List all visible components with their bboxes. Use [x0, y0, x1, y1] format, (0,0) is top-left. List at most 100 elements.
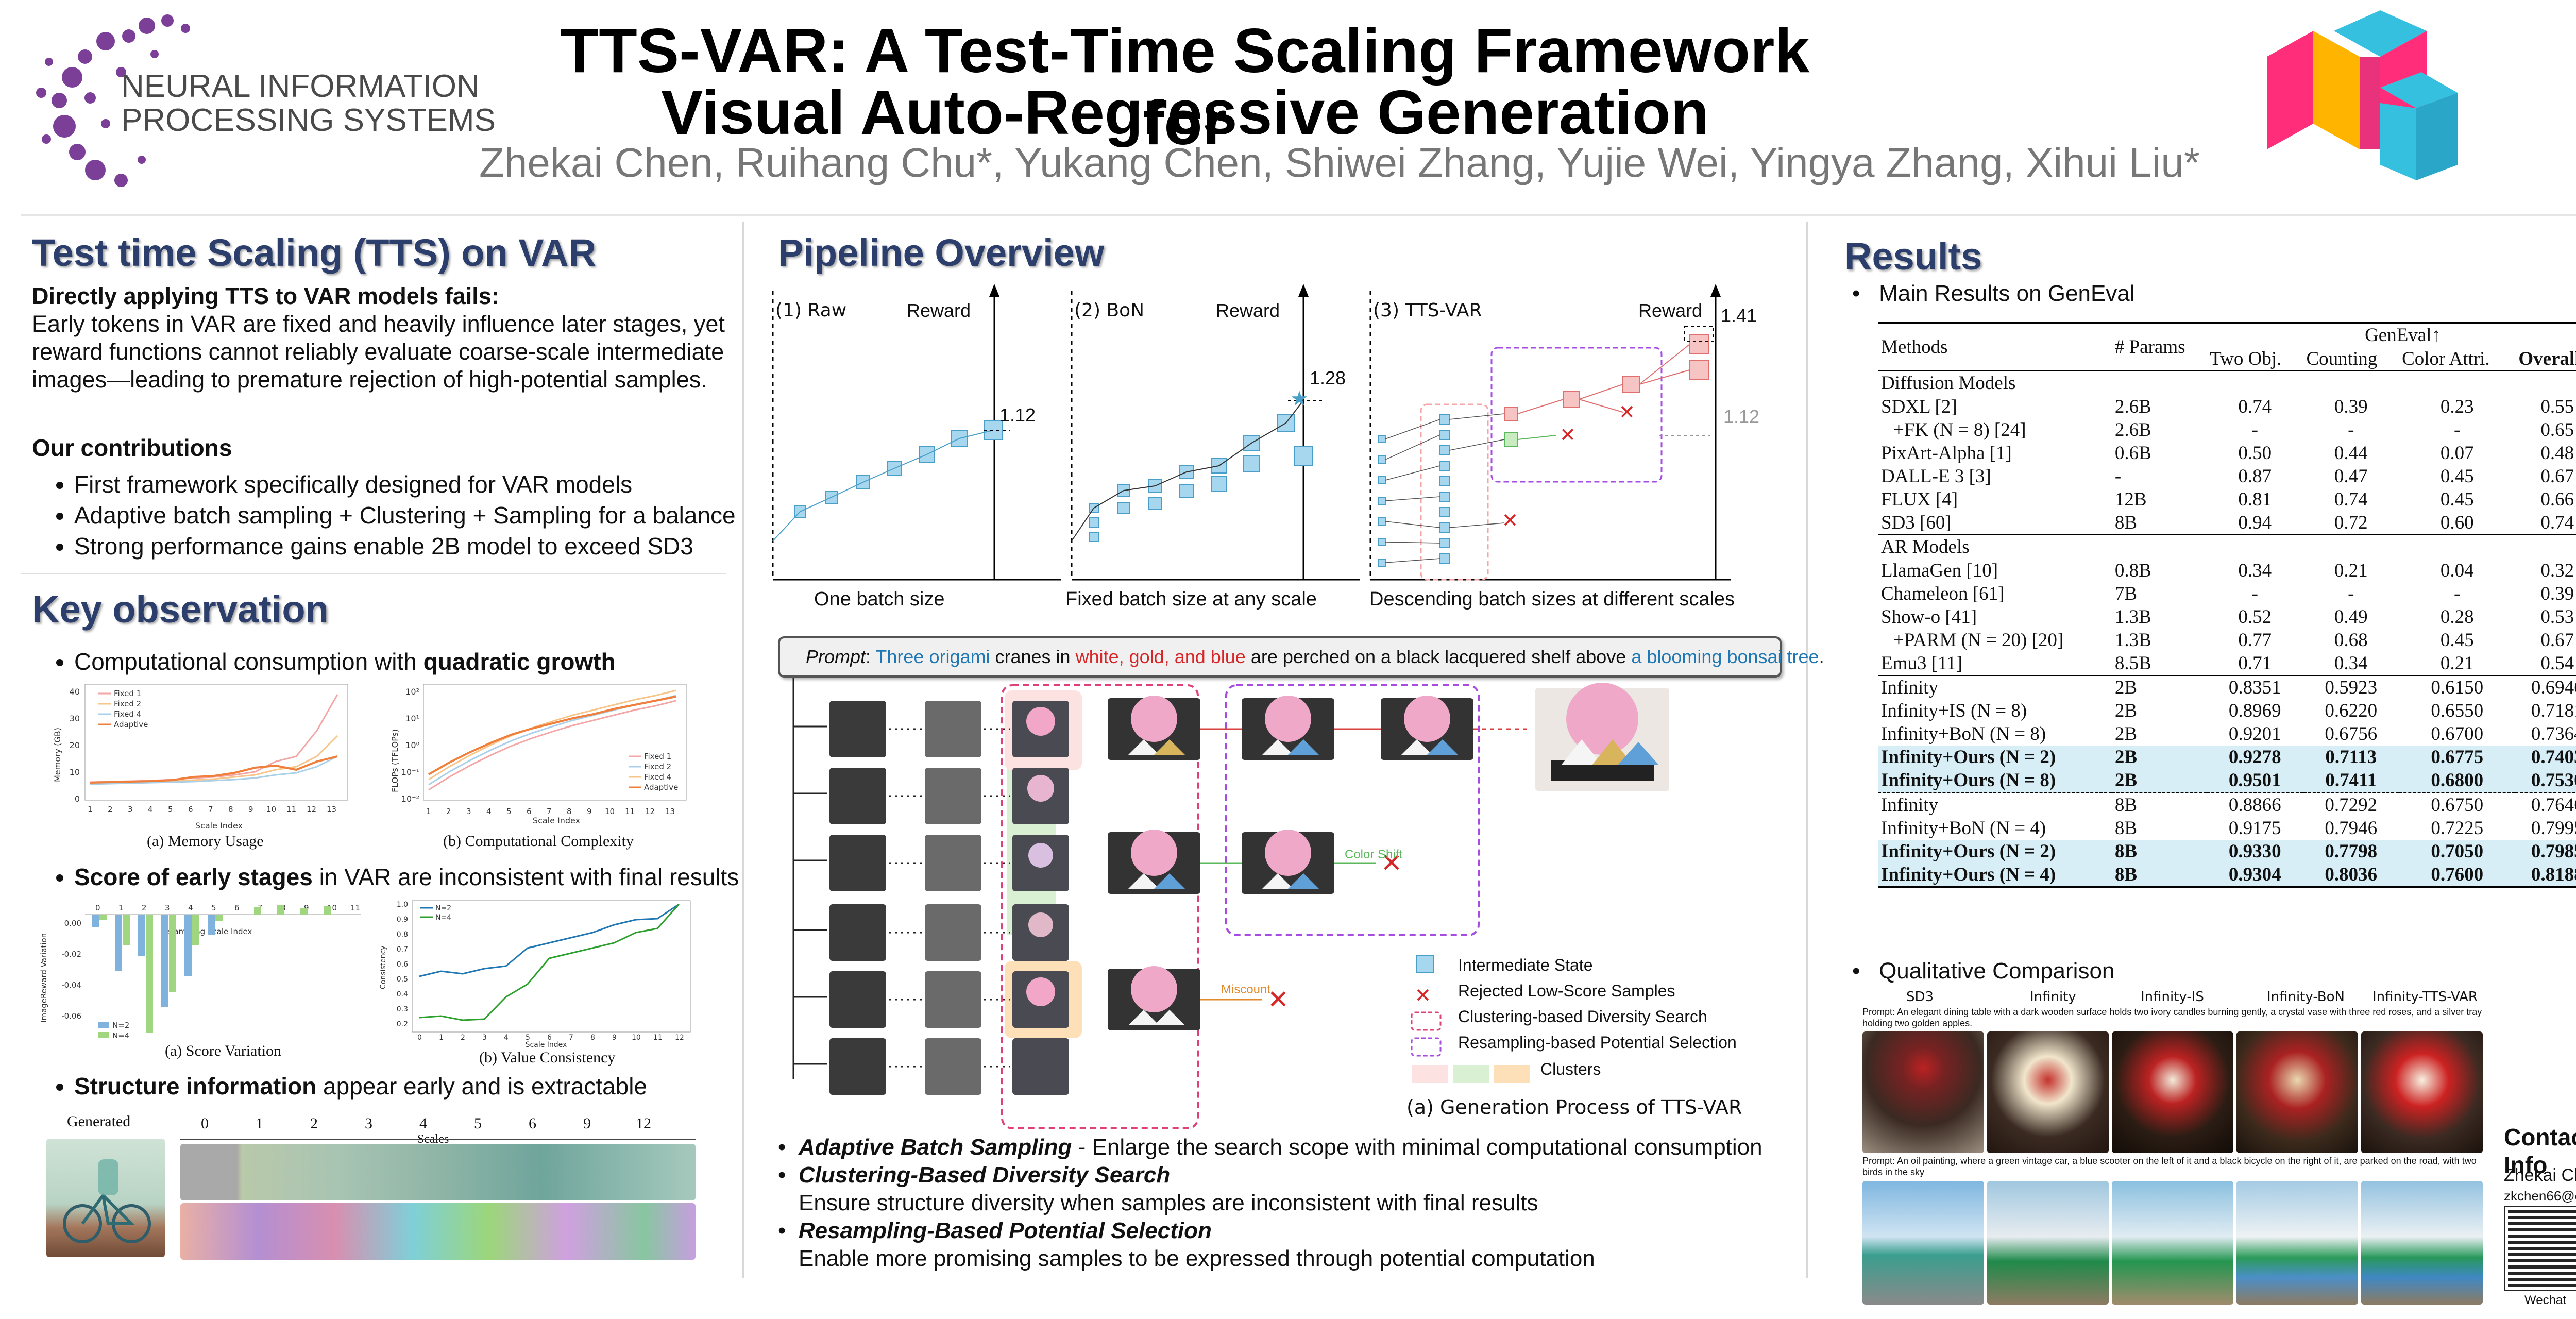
table-row: Chameleon [61] 7B - - - 0.39: [1878, 582, 2576, 605]
panel1-reward: Reward: [907, 300, 971, 321]
qual-prompt-2: Prompt: An oil painting, where a green v…: [1862, 1156, 2477, 1177]
score-variation-chart: ImageReward Variation 0.00 -0.02 -0.04 -…: [36, 899, 366, 1069]
observation-1: Computational consumption with quadratic…: [32, 647, 780, 678]
consistency-ytick: 0.9: [397, 916, 408, 924]
legend-rejected: Rejected Low-Score Samples: [1458, 982, 1675, 1000]
prompt-part: are perched on a black lacquered shelf a…: [1245, 646, 1632, 667]
table-row: SD3 [60] 8B 0.94 0.72 0.60 0.74: [1878, 511, 2576, 535]
table-row: Infinity 2B 0.8351 0.5923 0.6150 0.6946: [1878, 675, 2576, 699]
table-cell: 0.74: [2540, 512, 2574, 533]
memory-xtick: 3: [128, 805, 133, 814]
table-cell: 0.7050: [2431, 841, 2484, 862]
panel3-label: (3) TTS-VAR: [1373, 300, 1482, 321]
results-bullet-1: • Main Results on GenEval: [1852, 281, 2135, 306]
table-cell: 0.50: [2238, 443, 2272, 464]
table-cell: 0.7411: [2325, 770, 2377, 791]
panel2-caption: Fixed batch size at any scale: [1065, 588, 1317, 610]
table-cell: 0.39: [2540, 583, 2574, 604]
results-bullet-2: • Qualitative Comparison: [1852, 958, 2115, 984]
contact-name: Zhekai Chen: [2504, 1165, 2576, 1185]
table-cell: 2B: [2114, 677, 2138, 698]
memory-xtick: 13: [327, 805, 336, 814]
reject-x-icon: ✕: [1619, 401, 1635, 424]
consistency-xtick: 10: [632, 1034, 641, 1042]
left-divider: [21, 573, 726, 574]
flops-xtick: 13: [665, 807, 675, 816]
feature-list: • Adaptive Batch Sampling - Enlarge the …: [778, 1134, 1803, 1273]
header-divider: [21, 214, 2576, 216]
table-cell: 0.7113: [2325, 747, 2377, 768]
lab-logo: [2257, 10, 2463, 185]
table-cell: 0.7225: [2431, 818, 2484, 839]
table-cell: 0.39: [2334, 396, 2368, 417]
table-cell: 0.9201: [2228, 723, 2281, 745]
qual-image-is-car: [2112, 1181, 2233, 1305]
prompt-part: cranes in: [990, 646, 1076, 667]
consistency-series-n2: [419, 903, 680, 977]
score-ytick: -0.02: [61, 950, 81, 959]
qual-col-header: Infinity-BoN: [2267, 989, 2345, 1005]
table-cell: 0.04: [2440, 560, 2474, 581]
scale-tick: 1: [256, 1115, 263, 1132]
table-cell: 0.32: [2540, 560, 2574, 581]
table-cell: 0.48: [2540, 443, 2574, 464]
diffusion-label: Diffusion Models: [1881, 373, 2016, 394]
table-cell: 0.94: [2238, 512, 2272, 533]
table-row: LlamaGen [10] 0.8B 0.34 0.21 0.04 0.32: [1878, 559, 2576, 583]
table-cell: 0.47: [2334, 466, 2368, 487]
table-cell: 0.9330: [2228, 841, 2281, 862]
section-key-observation-title: Key observation: [32, 588, 329, 631]
qual-prompt-1: Prompt: An elegant dining table with a d…: [1862, 1007, 2482, 1028]
table-cell-method: Infinity+IS (N = 8): [1881, 700, 2027, 721]
panel1-value: 1.12: [999, 404, 1036, 426]
table-row: PixArt-Alpha [1] 0.6B 0.50 0.44 0.07 0.48: [1878, 442, 2576, 465]
qual-col-header: Infinity-IS: [2141, 989, 2204, 1005]
generation-caption: (a) Generation Process of TTS-VAR: [1406, 1096, 1742, 1119]
memory-xtick: 12: [307, 805, 316, 814]
structure-figure: Generated Scales 0 1 2 3 4 5 6 9 12: [41, 1113, 701, 1278]
table-row: Infinity+Ours (N = 4) 8B 0.9304 0.8036 0.760…: [1878, 863, 2576, 887]
flops-xtick: 5: [506, 807, 512, 816]
score-xtick: 0: [95, 903, 100, 912]
qr-code-wechat: [2504, 1206, 2576, 1291]
table-cell-method: LlamaGen [10]: [1881, 560, 1998, 581]
section-tts-on-var-title: Test time Scaling (TTS) on VAR: [32, 231, 597, 274]
reject-x-icon: ✕: [1267, 985, 1289, 1014]
poster-title-line2: Visual Auto-Regressive Generation: [661, 77, 1709, 147]
table-cell: 2.6B: [2114, 396, 2151, 417]
th-counting: Counting: [2306, 348, 2378, 369]
neurips-logo: NEURAL INFORMATION PROCESSING SYSTEMS: [28, 5, 496, 196]
scale-tick: 9: [583, 1115, 591, 1132]
consistency-xtick: 12: [675, 1034, 684, 1042]
consistency-xtick: 6: [547, 1034, 552, 1042]
table-cell: 0.6946: [2531, 677, 2576, 698]
table-row: Infinity+Ours (N = 2) 2B 0.9278 0.7113 0.677…: [1878, 746, 2576, 769]
poster-authors: Zhekai Chen, Ruihang Chu*, Yukang Chen, …: [479, 140, 2200, 185]
pipeline-panels: ★ ✕ ✕ ✕ (1) Raw Reward 1.12 One batch si…: [768, 281, 1793, 621]
table-cell: 12B: [2114, 489, 2147, 510]
feature-desc: - Enlarge the search scope with minimal …: [1072, 1135, 1762, 1160]
table-cell-method: Infinity: [1881, 677, 1938, 698]
th-color: Color Attri.: [2402, 348, 2490, 369]
table-cell: 0.9278: [2228, 747, 2281, 768]
table-row: DALL-E 3 [3] - 0.87 0.47 0.45 0.67: [1878, 465, 2576, 488]
scale-tick: 5: [474, 1115, 482, 1132]
feature-title: Adaptive Batch Sampling: [798, 1135, 1072, 1160]
consistency-ytick: 0.8: [397, 931, 408, 939]
reject-x-icon: ✕: [1560, 424, 1576, 446]
flops-xtick: 7: [547, 807, 552, 816]
score-xtick: 3: [165, 903, 170, 912]
qual-col-header: SD3: [1906, 989, 1934, 1005]
prompt-part: white, gold, and blue: [1075, 646, 1246, 667]
consistency-xtick: 3: [482, 1034, 487, 1042]
table-cell: 0.07: [2440, 443, 2474, 464]
score-xtick: 2: [142, 903, 147, 912]
panel1-caption: One batch size: [814, 588, 945, 610]
table-cell: 0.6B: [2114, 443, 2151, 464]
table-cell: 2.6B: [2114, 419, 2151, 441]
consistency-xtick: 7: [569, 1034, 573, 1042]
fails-heading: Directly applying TTS to VAR models fail…: [32, 283, 492, 309]
flops-xtick: 9: [587, 807, 592, 816]
table-cell: 0.52: [2238, 606, 2272, 628]
table-cell: 8B: [2114, 841, 2138, 862]
